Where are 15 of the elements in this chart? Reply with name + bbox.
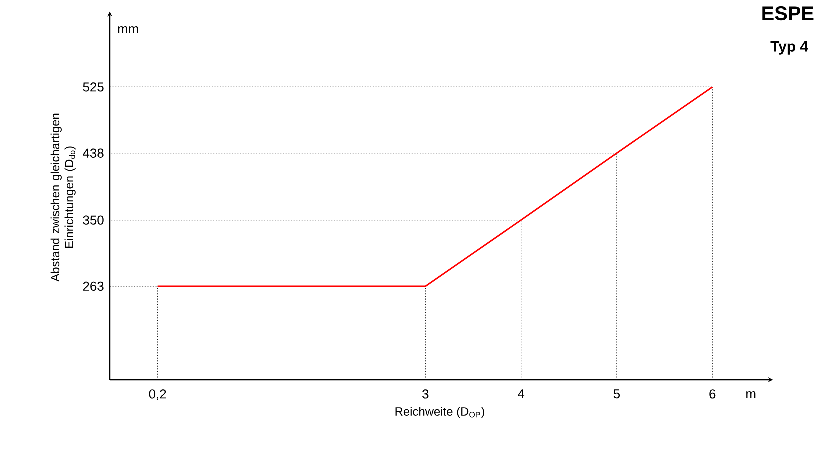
x-tick-label: 5 xyxy=(614,390,620,399)
text: Typ 4 xyxy=(770,42,808,55)
x-tick-label: 4 xyxy=(518,390,525,399)
x-tick-label: 3 xyxy=(422,390,429,399)
x-tick-label: 6 xyxy=(710,390,716,399)
x-axis-title: Reichweite (D$_{OP}$) xyxy=(396,407,484,418)
annotation: mm xyxy=(118,26,138,34)
chart-title: ESPE xyxy=(762,6,814,21)
x-tick-label: 0,2 xyxy=(149,390,166,400)
line-series xyxy=(157,86,714,288)
text: m xyxy=(746,392,756,398)
y-tick-label: 525 xyxy=(83,82,104,92)
y-tick-label: 438 xyxy=(83,148,104,158)
y-tick-label: 263 xyxy=(83,282,104,292)
y-tick-label: 350 xyxy=(83,216,104,225)
